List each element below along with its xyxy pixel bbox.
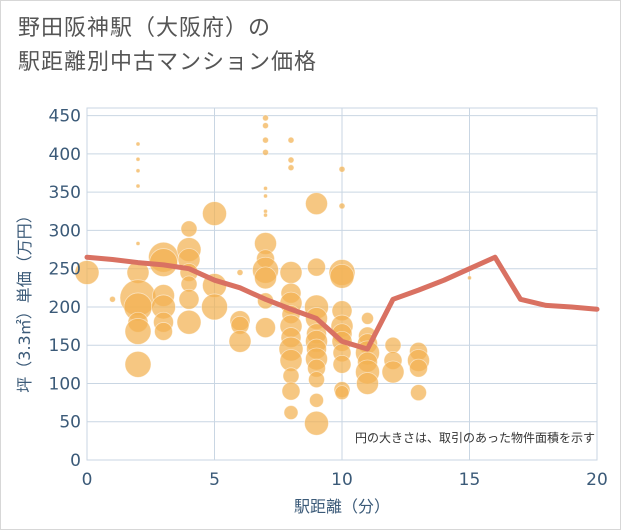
bubble-point [254,266,277,290]
chart-title-line-2: 駅距離別中古マンション価格 [18,50,318,75]
bubble-point [263,193,268,199]
y-tick-label: 100 [49,374,81,394]
bubble-point [124,350,152,378]
bubble-point [263,185,268,191]
bubble-point [282,367,300,385]
bubble-size-note: 円の大きさは、取引のあった物件面積を示す [355,430,595,445]
bubble-point [361,312,374,325]
y-tick-label: 450 [49,107,81,127]
bubble-point [287,156,295,164]
bubble-point [338,165,346,173]
bubble-point [281,381,301,401]
y-tick-label: 350 [49,183,81,203]
bubble-point [263,212,268,218]
bubble-point [304,410,329,436]
bubble-point [338,202,346,210]
bubble-point [228,329,252,353]
bubble-point [135,141,141,147]
bubble-point [384,336,402,354]
average-line-series [84,254,600,352]
average-price-line [84,254,600,352]
bubble-point [262,136,269,144]
x-axis-title: 駅距離（分） [294,497,390,516]
bubble-point [308,371,325,389]
bubble-point [283,405,299,420]
grid-lines [86,107,598,461]
bubble-point [279,261,303,284]
x-tick-label: 15 [459,470,481,490]
chart-title-line-1: 野田阪神駅（大阪府）の [18,16,272,41]
bubble-point [176,309,202,335]
bubble-point [135,183,141,189]
bubble-point [178,288,200,310]
bubble-point [381,360,405,384]
bubble-point [410,384,427,402]
y-tick-label: 300 [49,221,81,241]
bubble-point [305,192,328,216]
y-axis-title: 坪（3.3㎡）単価（万円） [15,207,34,392]
bubble-point [287,164,295,172]
bubble-point [180,220,198,238]
bubble-point [135,241,141,246]
x-tick-label: 0 [82,470,93,490]
bubble-point [287,136,295,144]
bubble-point [74,260,100,285]
x-tick-label: 20 [586,470,608,490]
bubble-point [124,318,152,345]
bubble-point [307,257,326,277]
y-tick-label: 250 [49,260,81,280]
y-tick-label: 50 [59,413,81,433]
x-tick-label: 5 [209,470,220,490]
bubble-point [201,293,228,321]
bubble-point [135,168,141,174]
y-tick-label: 150 [49,336,81,356]
axes: 0 50 100 150 200 250 300 350 400 450 0 5 10 15 20 [49,107,608,490]
bubble-point [255,317,276,339]
bubble-point [329,263,355,289]
bubble-point [109,295,116,303]
bubble-point [334,385,350,401]
bubble-point [332,354,352,374]
bubble-point [135,156,141,162]
bubble-series [74,114,472,436]
y-tick-label: 0 [70,451,81,471]
bubble-point [409,358,428,378]
bubble-point [262,148,269,156]
bubble-point [262,114,269,122]
bubble-point [309,392,324,408]
y-tick-label: 200 [49,298,81,318]
bubble-point [467,275,472,281]
bubble-point [202,201,227,227]
bubble-point [263,208,268,214]
bubble-point [262,122,269,129]
x-tick-label: 10 [331,470,353,490]
bubble-point [154,322,173,341]
y-tick-label: 400 [49,145,81,165]
bubble-point [236,269,244,276]
chart-title: 野田阪神駅（大阪府）の 駅距離別中古マンション価格 [18,12,317,80]
bubble-point [356,372,379,395]
